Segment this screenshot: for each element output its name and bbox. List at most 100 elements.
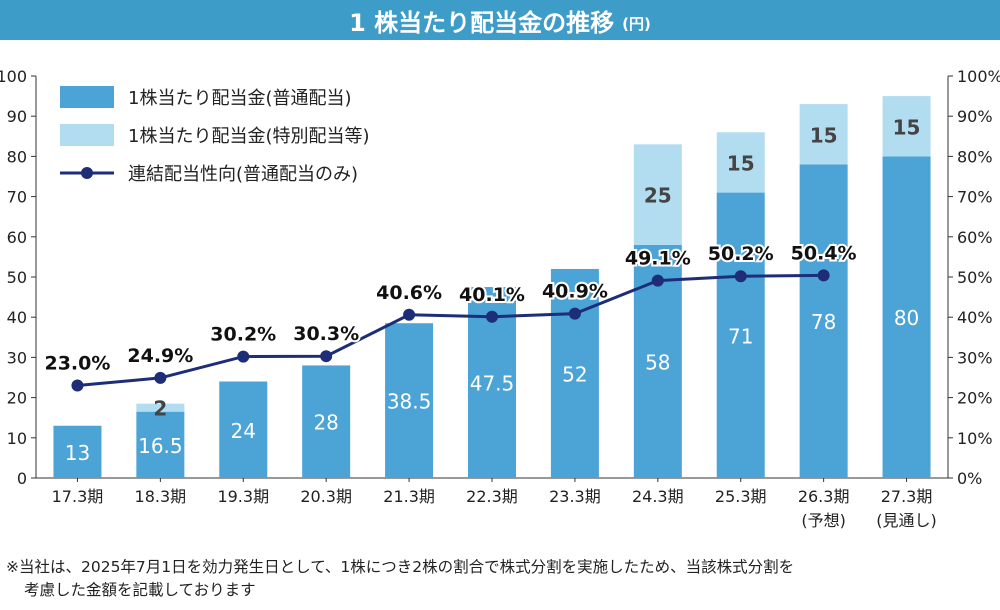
- payout-label: 40.6%: [376, 282, 442, 304]
- x-tick-label: 24.3期: [632, 487, 684, 506]
- bar-ordinary-label: 58: [645, 350, 670, 374]
- bar-ordinary: [550, 268, 599, 478]
- y2-tick-label: 50%: [957, 268, 993, 287]
- x-tick-label: 20.3期: [300, 487, 352, 506]
- bar-ordinary-label: 38.5: [387, 390, 432, 414]
- payout-point: [154, 371, 167, 384]
- payout-point: [568, 307, 581, 320]
- bar-ordinary-label: 52: [562, 362, 587, 386]
- bars: [53, 96, 931, 478]
- y-tick-label: 60: [7, 228, 27, 247]
- x-tick-note: (見通し): [876, 511, 937, 530]
- y-tick-label: 70: [7, 188, 27, 207]
- payout-label: 30.2%: [210, 324, 276, 346]
- bar-ordinary-label: 47.5: [470, 372, 515, 396]
- x-tick-label: 26.3期: [798, 487, 850, 506]
- legend-label-special: 1株当たり配当金(特別配当等): [128, 126, 370, 147]
- y-tick-label: 30: [7, 348, 27, 367]
- y2-tick-label: 10%: [957, 429, 993, 448]
- bar-ordinary-label: 78: [811, 310, 836, 334]
- bar-ordinary-label: 24: [231, 419, 256, 443]
- payout-point: [486, 310, 498, 323]
- y-tick-label: 0: [17, 469, 27, 488]
- legend-label-ordinary: 1株当たり配当金(普通配当): [128, 88, 352, 109]
- y-tick-label: 40: [7, 308, 27, 327]
- legend-point-payout: [81, 167, 93, 179]
- x-tick-label: 25.3期: [715, 487, 767, 506]
- bar-special-label: 15: [810, 123, 838, 147]
- payout-label: 49.1%: [625, 248, 691, 270]
- footnote-line-2: 考慮した金額を記載しております: [24, 581, 256, 599]
- payout-point: [651, 274, 664, 287]
- payout-line-group: [71, 269, 830, 392]
- bar-ordinary: [716, 192, 765, 478]
- legend-swatch-special: [60, 124, 114, 146]
- bar-ordinary-label: 71: [728, 324, 753, 348]
- legend-swatch-ordinary: [60, 86, 114, 108]
- x-tick-label: 19.3期: [217, 487, 269, 506]
- bar-ordinary: [882, 156, 931, 478]
- payout-point: [403, 308, 416, 321]
- bar-special: [633, 144, 682, 245]
- x-tick-note: (予想): [801, 511, 846, 530]
- bar-ordinary: [799, 164, 848, 478]
- bar-ordinary-label: 28: [313, 411, 338, 435]
- bar-ordinary: [53, 425, 102, 478]
- bar-special: [882, 96, 931, 157]
- y2-tick-label: 70%: [957, 188, 993, 207]
- x-tick-label: 17.3期: [52, 487, 104, 506]
- chart-unit: (円): [622, 14, 651, 33]
- y-tick-label: 90: [7, 107, 27, 126]
- payout-label: 23.0%: [44, 353, 110, 375]
- footnote-line-1: ※当社は、2025年7月1日を効力発生日として、1株につき2株の割合で株式分割を…: [6, 558, 795, 576]
- bar-special-label: 2: [153, 397, 167, 421]
- payout-label: 50.2%: [708, 243, 774, 265]
- y-tick-label: 20: [7, 389, 27, 408]
- y2-tick-label: 20%: [957, 389, 993, 408]
- payout-point: [71, 379, 84, 392]
- y-tick-label: 50: [7, 268, 27, 287]
- chart-title: 1 株当たり配当金の推移: [349, 8, 615, 37]
- y2-tick-label: 30%: [957, 348, 993, 367]
- x-tick-label: 18.3期: [135, 487, 187, 506]
- y-tick-label: 80: [7, 147, 27, 166]
- y-tick-label: 10: [7, 429, 27, 448]
- bar-special-label: 25: [644, 184, 672, 208]
- payout-label: 24.9%: [127, 345, 193, 367]
- x-tick-label: 21.3期: [383, 487, 435, 506]
- payout-label: 40.1%: [459, 284, 525, 306]
- payout-point: [817, 269, 830, 282]
- payout-point: [237, 350, 250, 363]
- y2-tick-label: 90%: [957, 107, 993, 126]
- payout-line: [77, 273, 824, 388]
- bar-special-label: 15: [893, 115, 921, 139]
- payout-point: [734, 270, 747, 283]
- y2-tick-label: 40%: [957, 308, 993, 327]
- x-tick-label: 27.3期: [881, 487, 933, 506]
- x-tick-label: 22.3期: [466, 487, 518, 506]
- data-labels: 13 16.5 24 28 38.5 47.5 52 58 71 78 80 2 25 15 15 15 23.…: [42, 115, 921, 465]
- x-tick-label: 23.3期: [549, 487, 601, 506]
- y2-tick-label: 100%: [957, 67, 1000, 86]
- bar-special: [716, 132, 765, 193]
- y-tick-label: 100: [0, 67, 27, 86]
- bar-ordinary-label: 16.5: [138, 434, 183, 458]
- dividend-chart: 0 10 20 30 40 50 60 70 80 90 100 0% 10% 20% 30% 40% 50% 6…: [0, 67, 1000, 530]
- payout-label: 40.9%: [542, 281, 608, 303]
- bar-special: [799, 104, 848, 165]
- footnote: ※当社は、2025年7月1日を効力発生日として、1株につき2株の割合で株式分割を…: [6, 556, 996, 602]
- payout-label: 50.4%: [791, 242, 857, 264]
- bar-special: [136, 403, 185, 412]
- chart-title-bar: 1 株当たり配当金の推移 (円): [0, 0, 1000, 40]
- payout-label: 30.3%: [293, 323, 359, 345]
- bar-ordinary-label: 13: [65, 441, 90, 465]
- bar-ordinary: [302, 365, 351, 478]
- y2-tick-label: 60%: [957, 228, 993, 247]
- bar-special-label: 15: [727, 151, 755, 175]
- legend-label-payout: 連結配当性向(普通配当のみ): [128, 164, 358, 185]
- legend: 1株当たり配当金(普通配当) 1株当たり配当金(特別配当等) 連結配当性向(普通配当…: [60, 86, 370, 185]
- y2-tick-label: 80%: [957, 147, 993, 166]
- bar-ordinary: [385, 323, 434, 478]
- bar-ordinary: [136, 411, 185, 478]
- bar-ordinary: [219, 381, 268, 478]
